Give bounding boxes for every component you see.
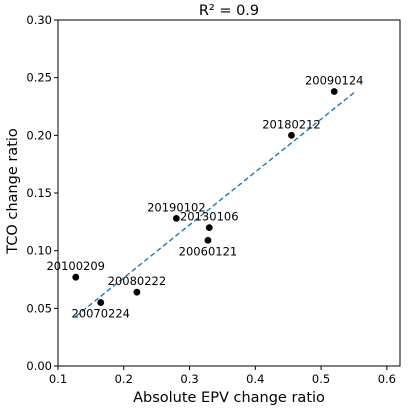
x-tick-label: 0.6 <box>378 372 396 386</box>
x-tick-label: 0.1 <box>49 372 67 386</box>
data-point <box>133 288 141 296</box>
data-point <box>172 214 180 222</box>
chart-title: R² = 0.9 <box>199 3 259 19</box>
y-tick-label: 0.05 <box>26 301 52 315</box>
point-label: 20070224 <box>71 307 130 321</box>
x-tick-label: 0.5 <box>312 372 330 386</box>
data-point <box>330 88 338 95</box>
y-tick-label: 0.00 <box>26 359 52 373</box>
point-label: 20190102 <box>147 200 206 214</box>
points-layer <box>72 88 338 306</box>
data-point <box>72 273 80 281</box>
y-tick-label: 0.30 <box>26 13 52 27</box>
data-point <box>288 131 295 139</box>
x-tick-label: 0.4 <box>246 372 264 386</box>
y-tick-label: 0.10 <box>26 244 52 258</box>
data-point <box>97 299 105 306</box>
data-point <box>204 236 212 244</box>
data-point <box>205 224 213 232</box>
point-label: 20060121 <box>179 244 238 258</box>
x-axis-label: Absolute EPV change ratio <box>133 390 325 406</box>
y-tick-label: 0.20 <box>26 128 52 142</box>
y-tick-label: 0.25 <box>26 71 52 85</box>
y-axis-label: TCO change ratio <box>5 128 21 255</box>
fit-layer <box>75 92 355 317</box>
x-tick-label: 0.2 <box>115 372 133 386</box>
fit-line <box>75 92 355 317</box>
x-tick-label: 0.3 <box>180 372 198 386</box>
point-label: 20180212 <box>262 117 321 131</box>
point-label: 20080222 <box>108 274 167 288</box>
y-tick-label: 0.15 <box>26 186 52 200</box>
point-label: 20130106 <box>180 210 239 224</box>
x-axis: 0.1 0.2 0.3 0.4 0.5 0.6 <box>49 366 396 386</box>
point-label: 20100209 <box>46 259 105 273</box>
point-label: 20090124 <box>305 74 364 88</box>
y-axis: 0.00 0.05 0.10 0.15 0.20 0.25 0.30 <box>26 13 58 373</box>
